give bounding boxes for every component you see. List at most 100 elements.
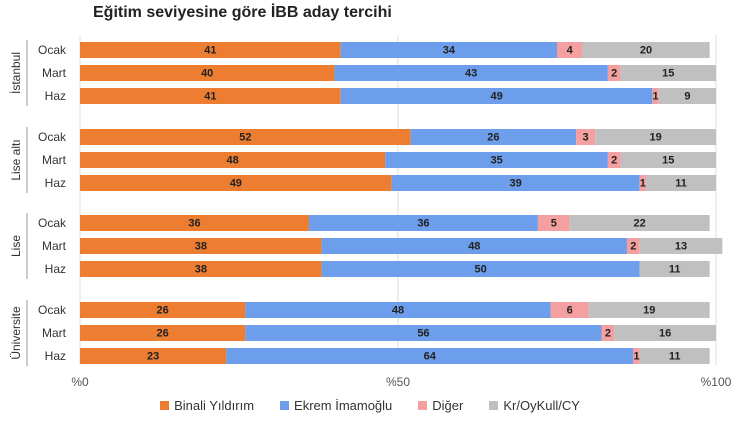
bar-segment xyxy=(588,302,710,318)
bar-segment xyxy=(80,348,227,364)
row-label: Haz xyxy=(45,262,66,276)
bar-segment xyxy=(557,42,583,58)
bar-segment xyxy=(80,129,411,145)
legend: Binali Yıldırım Ekrem İmamoğlu Diğer Kr/… xyxy=(0,398,740,413)
data-label: 16 xyxy=(659,328,671,340)
bar-segment xyxy=(633,348,640,364)
bar-segment xyxy=(80,261,322,277)
data-label: 41 xyxy=(204,91,216,103)
bar-segment xyxy=(639,348,710,364)
row-label: Haz xyxy=(45,176,66,190)
bar-segment xyxy=(80,302,246,318)
data-label: 49 xyxy=(230,178,242,190)
data-label: 35 xyxy=(490,155,502,167)
bar-segment xyxy=(620,65,716,81)
bar-segment xyxy=(245,302,551,318)
data-label: 11 xyxy=(669,264,681,276)
bar-segment xyxy=(639,175,647,191)
data-label: 56 xyxy=(417,328,429,340)
bar-segment xyxy=(607,65,621,81)
bar-segment xyxy=(80,215,309,231)
data-label: 2 xyxy=(611,155,617,167)
row-label: Haz xyxy=(45,349,66,363)
bar-segment xyxy=(639,261,710,277)
data-label: 39 xyxy=(510,178,522,190)
bar-segment xyxy=(626,238,640,254)
bar-segment xyxy=(391,175,640,191)
data-label: 23 xyxy=(147,351,159,363)
legend-swatch-kr xyxy=(489,401,499,410)
data-label: 36 xyxy=(417,218,429,230)
bar-segment xyxy=(340,88,653,104)
bar-segment xyxy=(569,215,710,231)
data-label: 2 xyxy=(611,68,617,80)
row-label: Ocak xyxy=(38,43,67,57)
legend-swatch-binali xyxy=(160,401,170,410)
row-label: Mart xyxy=(42,326,67,340)
data-label: 48 xyxy=(392,305,404,317)
bar-segment xyxy=(80,175,392,191)
data-label: 15 xyxy=(662,155,674,167)
bar-segment xyxy=(321,238,627,254)
bar-segment xyxy=(340,42,557,58)
data-label: 13 xyxy=(675,241,687,253)
data-label: 22 xyxy=(634,218,646,230)
bar-segment xyxy=(582,42,710,58)
bar-segment xyxy=(595,129,716,145)
bar-segment xyxy=(614,325,716,341)
bar-segment xyxy=(226,348,634,364)
data-label: 26 xyxy=(487,132,499,144)
data-label: 48 xyxy=(227,155,239,167)
data-label: 36 xyxy=(188,218,200,230)
data-label: 19 xyxy=(643,305,655,317)
row-label: Mart xyxy=(42,66,67,80)
data-label: 43 xyxy=(465,68,477,80)
data-label: 49 xyxy=(490,91,502,103)
data-label: 2 xyxy=(605,328,611,340)
data-label: 38 xyxy=(195,264,207,276)
data-label: 1 xyxy=(640,178,646,190)
legend-item-ekrem: Ekrem İmamoğlu xyxy=(280,398,392,413)
data-label: 1 xyxy=(653,91,659,103)
bar-segment xyxy=(537,215,570,231)
row-label: Mart xyxy=(42,153,67,167)
group-label: Lise xyxy=(9,235,23,257)
data-label: 34 xyxy=(443,45,456,57)
bar-segment xyxy=(321,261,640,277)
bar-segment xyxy=(80,238,322,254)
bar-segment xyxy=(576,129,596,145)
data-label: 11 xyxy=(669,351,681,363)
legend-swatch-diger xyxy=(418,401,428,410)
bar-segment xyxy=(308,215,538,231)
data-label: 5 xyxy=(551,218,557,230)
data-label: 41 xyxy=(204,45,216,57)
row-label: Ocak xyxy=(38,216,67,230)
legend-item-kr: Kr/OyKull/CY xyxy=(489,398,580,413)
chart-title: Eğitim seviyesine göre İBB aday tercihi xyxy=(93,4,392,21)
data-label: 3 xyxy=(583,132,589,144)
bar-segment xyxy=(601,325,615,341)
bar-segment xyxy=(385,152,608,168)
data-label: 1 xyxy=(633,351,639,363)
legend-label-binali: Binali Yıldırım xyxy=(174,398,255,413)
data-label: 19 xyxy=(649,132,661,144)
data-label: 15 xyxy=(662,68,674,80)
x-tick-label: %0 xyxy=(71,375,89,389)
data-label: 64 xyxy=(424,351,437,363)
x-tick-label: %50 xyxy=(386,375,410,389)
bar-segment xyxy=(80,65,335,81)
data-label: 52 xyxy=(239,132,251,144)
data-label: 9 xyxy=(684,91,690,103)
bar-segment xyxy=(80,42,341,58)
bar-segment xyxy=(652,88,659,104)
data-label: 6 xyxy=(567,305,573,317)
data-label: 2 xyxy=(630,241,636,253)
bar-segment xyxy=(639,238,723,254)
group-label: Üniversite xyxy=(9,306,23,360)
bar-segment xyxy=(658,88,716,104)
bar-segment xyxy=(334,65,608,81)
legend-swatch-ekrem xyxy=(280,401,290,410)
legend-item-binali: Binali Yıldırım xyxy=(160,398,254,413)
data-label: 48 xyxy=(468,241,480,253)
